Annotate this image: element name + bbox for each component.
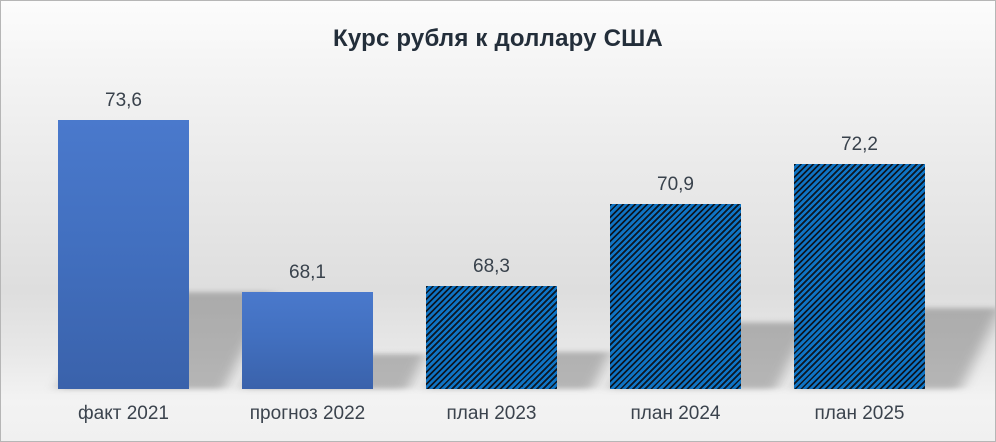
category-label: факт 2021: [78, 403, 169, 424]
category-label: план 2025: [814, 403, 905, 424]
bar-value-label: 72,2: [841, 134, 878, 155]
chart-title: Курс рубля к доллару США: [333, 25, 663, 52]
bar-value-label: 73,6: [105, 90, 142, 111]
category-label: план 2023: [446, 403, 537, 424]
bar-5[interactable]: [794, 164, 925, 389]
bar-4[interactable]: [610, 204, 741, 389]
bar-value-label: 68,1: [289, 262, 326, 283]
bar-3[interactable]: [426, 286, 557, 389]
category-label: прогноз 2022: [249, 403, 366, 424]
bar-2[interactable]: [242, 292, 373, 389]
bar-value-label: 68,3: [473, 256, 510, 277]
bar-value-label: 70,9: [657, 174, 694, 195]
category-label: план 2024: [630, 403, 721, 424]
bar-1[interactable]: [58, 120, 189, 389]
